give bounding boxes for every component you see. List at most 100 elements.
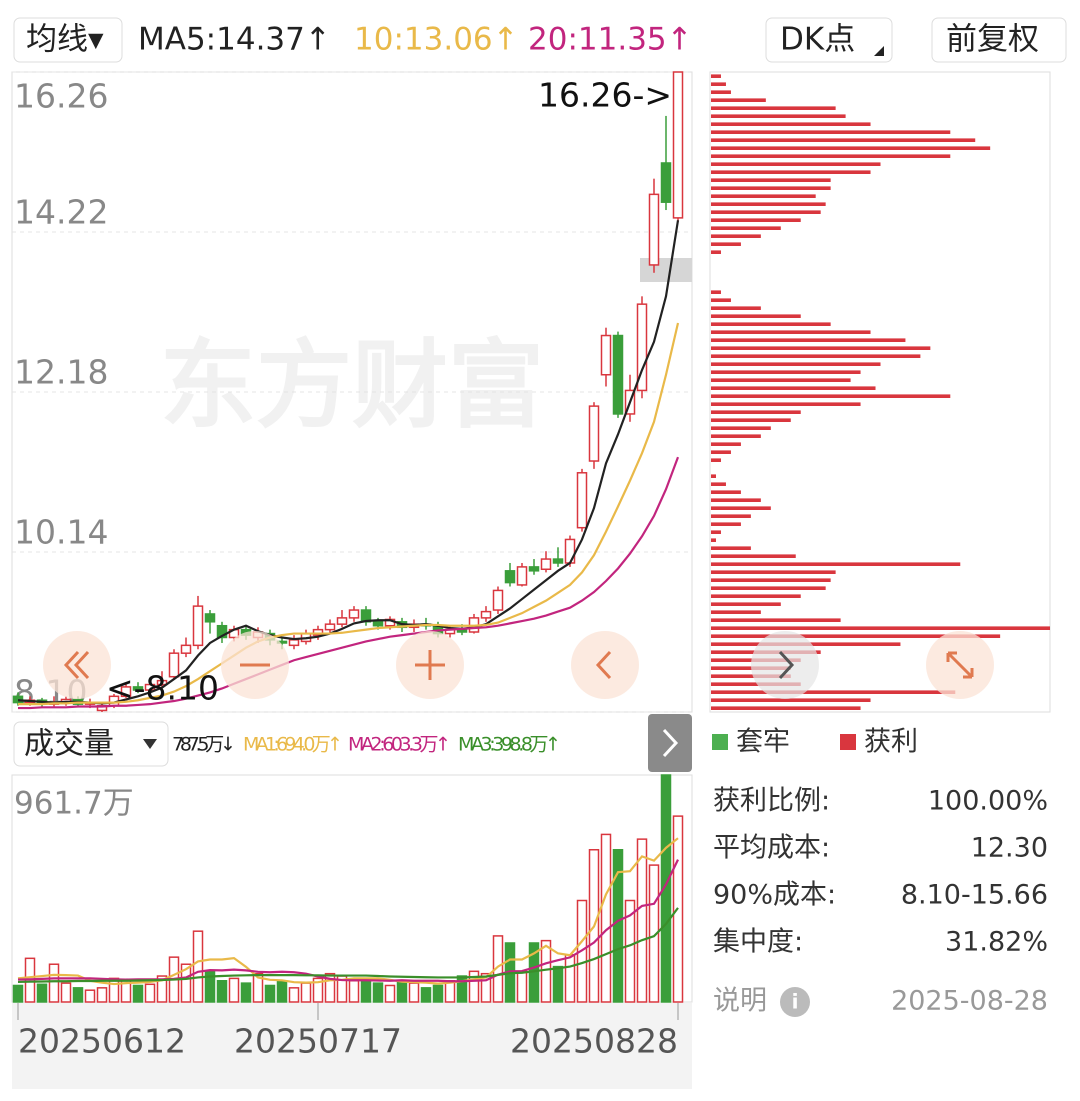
chip-bar	[711, 354, 921, 358]
chip-bar	[711, 386, 876, 390]
chip-bar	[711, 554, 796, 558]
candle-body	[120, 686, 132, 698]
volume-bar	[108, 977, 120, 1003]
vol-ma2-label: MA2:603.3万↑	[348, 734, 451, 756]
chip-bar	[711, 306, 761, 310]
ma5-label: MA5:14.37↑	[138, 22, 331, 58]
candle-body	[480, 610, 492, 619]
volume-bar	[216, 980, 228, 1003]
chip-bar	[711, 418, 791, 422]
volume-bar	[396, 980, 408, 1003]
ma-button-label[interactable]: 均线▾	[26, 22, 104, 58]
chip-bar	[711, 90, 731, 94]
chip-bar	[711, 362, 881, 366]
dk-button[interactable]	[765, 17, 893, 63]
adjust-button-label[interactable]: 前复权	[946, 22, 1039, 58]
chip-bar	[711, 482, 726, 486]
volume-bar	[276, 980, 288, 1003]
candle-body	[564, 538, 576, 564]
candle-body	[600, 334, 612, 376]
candle-body	[672, 71, 684, 219]
chip-bar	[711, 434, 761, 438]
volume-bar	[348, 980, 360, 1003]
volume-button-label[interactable]: 成交量	[24, 727, 114, 762]
volume-bar	[372, 982, 384, 1003]
volume-bar	[264, 984, 276, 1003]
volume-bar	[240, 982, 252, 1003]
footer-date: 2025-08-28	[891, 986, 1048, 1017]
volume-button[interactable]	[13, 721, 169, 767]
dropdown-arrow	[143, 739, 157, 749]
chip-bar	[711, 442, 741, 446]
volume-bar	[480, 972, 492, 1003]
ma-button[interactable]	[13, 17, 123, 63]
chip-bar	[711, 314, 801, 318]
expand-tab[interactable]	[648, 714, 692, 772]
stat-value: 12.30	[971, 833, 1048, 864]
chip-bar	[711, 106, 836, 110]
candle-body	[492, 589, 504, 611]
fullscreen-icon	[946, 651, 974, 679]
chip-bar	[711, 210, 821, 214]
x-tick-label: 20250717	[234, 1022, 402, 1061]
stat-label: 平均成本:	[713, 833, 830, 864]
back-button[interactable]	[571, 631, 639, 699]
volume-bar	[432, 984, 444, 1003]
chip-bar	[711, 618, 841, 622]
volume-bar	[456, 975, 468, 1003]
chip-bar	[711, 242, 741, 246]
chip-bar	[711, 322, 831, 326]
chip-bar	[711, 682, 801, 686]
info-icon[interactable]	[780, 987, 810, 1017]
candle-body	[168, 652, 180, 678]
volume-bar	[648, 864, 660, 1003]
candle-body	[144, 683, 156, 691]
chip-bar	[711, 194, 816, 198]
stat-label: 集中度:	[713, 927, 803, 958]
volume-bar	[180, 963, 192, 1003]
stat-value: 100.00%	[928, 786, 1048, 817]
chip-bar	[711, 578, 831, 582]
chip-bar	[711, 458, 721, 462]
chip-bar	[711, 706, 861, 710]
volume-bar	[288, 987, 300, 1003]
candle-body	[204, 613, 216, 623]
chip-next-button[interactable]	[751, 631, 819, 699]
back-icon	[595, 650, 612, 680]
chip-bar	[711, 82, 726, 86]
volume-bar	[612, 849, 624, 1003]
rewind-icon	[63, 650, 90, 680]
volume-bar	[156, 975, 168, 1003]
volume-bar	[144, 983, 156, 1003]
chip-bar	[711, 570, 836, 574]
dk-button-label[interactable]: DK点	[780, 22, 855, 58]
chip-bar	[711, 450, 731, 454]
volume-bar	[48, 963, 60, 1003]
ma-line	[17, 907, 679, 984]
x-tick-label: 20250828	[510, 1022, 678, 1061]
ma-line	[17, 220, 680, 705]
candle-body	[336, 617, 348, 625]
chip-bar	[711, 330, 871, 334]
candle-body	[192, 605, 204, 647]
chip-next-icon	[778, 650, 795, 680]
volume-bar	[84, 989, 96, 1003]
chip-bar	[711, 202, 826, 206]
volume-bar	[72, 987, 84, 1003]
chip-bar	[711, 162, 881, 166]
candle-body	[588, 405, 600, 462]
chip-bar	[711, 370, 861, 374]
volume-bar	[204, 970, 216, 1003]
volume-bar	[312, 977, 324, 1003]
volume-bar	[12, 984, 24, 1003]
note-label[interactable]: 说明	[713, 986, 767, 1017]
chip-bar	[711, 538, 716, 542]
chip-bar	[711, 178, 831, 182]
adjust-button[interactable]	[931, 17, 1067, 63]
volume-bar	[36, 983, 48, 1003]
chip-bar	[711, 146, 991, 150]
chip-bar	[711, 378, 851, 382]
chip-bar	[711, 338, 906, 342]
